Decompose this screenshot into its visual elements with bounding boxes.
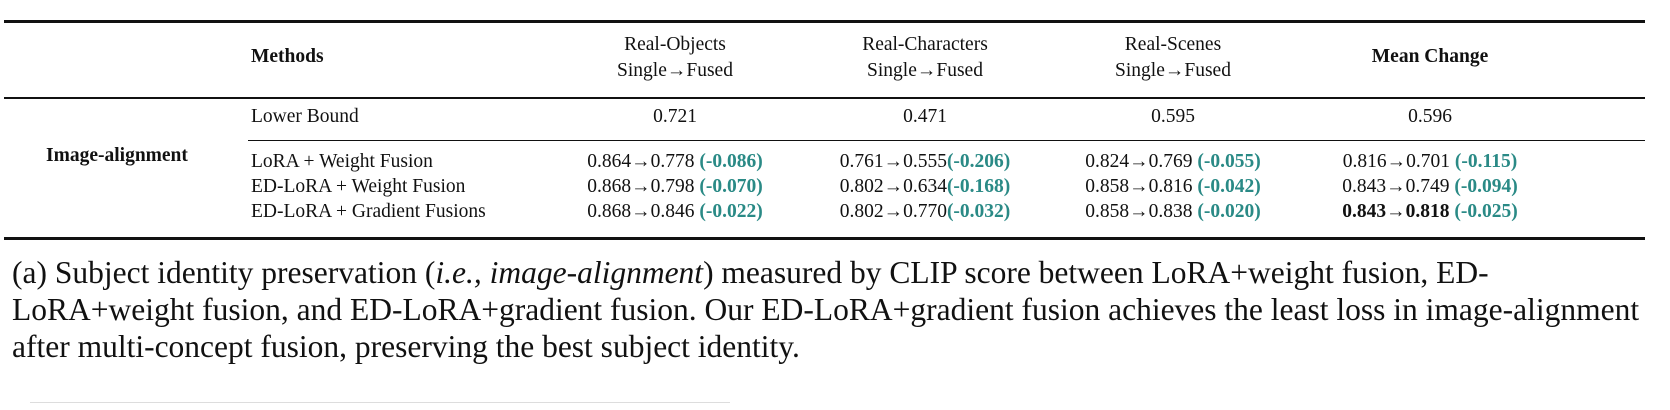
table-bottom-rule <box>4 237 1645 240</box>
single-score: 0.858 <box>1085 201 1130 222</box>
single-score: 0.868 <box>587 176 632 197</box>
delta-change: (-0.032) <box>946 201 1011 222</box>
header-mean-change: Mean Change <box>1371 46 1489 67</box>
fused-score: 0.816 <box>1148 176 1193 197</box>
row-objects-value: 0.868→0.846 (-0.022) <box>570 199 780 225</box>
single-score: 0.802 <box>839 201 884 222</box>
single-score: 0.868 <box>587 201 632 222</box>
lower-bound-mean: 0.596 <box>1408 106 1452 127</box>
header-real-objects-sub: Single→Fused <box>617 60 733 81</box>
table-top-rule <box>4 20 1645 23</box>
arrow-symbol: → <box>1129 176 1149 197</box>
header-real-scenes-sub: Single→Fused <box>1115 60 1231 81</box>
arrow-symbol: → <box>1386 176 1406 197</box>
row-mean-value: 0.843→0.818 (-0.025) <box>1320 199 1540 225</box>
arrow-symbol: → <box>1386 151 1407 172</box>
lower-bound-scenes: 0.595 <box>1151 106 1195 127</box>
single-score: 0.864 <box>587 151 632 172</box>
delta-change: (-0.115) <box>1454 151 1518 172</box>
delta-change: (-0.094) <box>1454 176 1518 197</box>
row-mean-value: 0.843→0.749 (-0.094) <box>1320 174 1540 200</box>
single-score: 0.843 <box>1342 176 1387 197</box>
single-score: 0.816 <box>1342 151 1387 172</box>
delta-change: (-0.086) <box>699 151 763 172</box>
delta-change: (-0.042) <box>1197 176 1261 197</box>
fused-score: 0.846 <box>650 201 695 222</box>
caption-italic: i.e., image-alignment <box>435 255 704 290</box>
delta-change: (-0.025) <box>1454 201 1518 222</box>
header-real-characters-sub: Single→Fused <box>867 60 983 81</box>
header-methods: Methods <box>251 46 324 67</box>
header-real-characters-title: Real-Characters <box>862 34 988 55</box>
single-score: 0.843 <box>1342 201 1387 222</box>
header-real-characters: Real-Characters Single→Fused <box>815 32 1035 84</box>
arrow-symbol: → <box>631 176 651 197</box>
row-mean-value: 0.816→0.701 (-0.115) <box>1320 149 1540 175</box>
fused-score: 0.838 <box>1148 201 1193 222</box>
arrow-symbol: → <box>883 201 904 222</box>
row-scenes-value: 0.858→0.816 (-0.042) <box>1068 174 1278 200</box>
group-label-image-alignment: Image-alignment <box>46 145 188 166</box>
caption-rest: ) measured by CLIP score between LoRA+we… <box>12 255 1640 364</box>
fused-score: 0.778 <box>650 151 695 172</box>
row-characters-value: 0.802→0.770(-0.032) <box>815 199 1035 225</box>
row-method-label: ED-LoRA + Weight Fusion <box>251 176 466 197</box>
fused-score: 0.749 <box>1405 176 1450 197</box>
header-real-objects-title: Real-Objects <box>624 34 726 55</box>
row-scenes-value: 0.858→0.838 (-0.020) <box>1068 199 1278 225</box>
lower-bound-label: Lower Bound <box>251 106 359 127</box>
fused-score: 0.769 <box>1148 151 1193 172</box>
fused-score: 0.770 <box>903 201 947 222</box>
arrow-symbol: → <box>883 176 904 197</box>
single-score: 0.824 <box>1085 151 1130 172</box>
fused-score: 0.701 <box>1406 151 1451 172</box>
fused-score: 0.555 <box>903 151 947 172</box>
delta-change: (-0.020) <box>1197 201 1261 222</box>
delta-change: (-0.022) <box>699 201 763 222</box>
arrow-symbol: → <box>631 151 651 172</box>
caption-prefix: (a) Subject identity preservation ( <box>12 255 436 290</box>
delta-change: (-0.055) <box>1197 151 1261 172</box>
single-score: 0.858 <box>1085 176 1130 197</box>
delta-change: (-0.168) <box>946 176 1011 197</box>
header-real-objects: Real-Objects Single→Fused <box>570 32 780 84</box>
table-subgroup-rule <box>248 140 1645 142</box>
fused-score: 0.798 <box>650 176 695 197</box>
table-header-rule <box>4 97 1645 99</box>
lower-bound-characters: 0.471 <box>903 106 947 127</box>
delta-change: (-0.206) <box>946 151 1011 172</box>
lower-bound-objects: 0.721 <box>653 106 697 127</box>
row-method-label: ED-LoRA + Gradient Fusions <box>251 201 486 222</box>
fused-score: 0.634 <box>903 176 947 197</box>
row-objects-value: 0.864→0.778 (-0.086) <box>570 149 780 175</box>
row-scenes-value: 0.824→0.769 (-0.055) <box>1068 149 1278 175</box>
arrow-symbol: → <box>1386 201 1406 222</box>
header-real-scenes: Real-Scenes Single→Fused <box>1068 32 1278 84</box>
next-figure-edge <box>30 402 730 403</box>
delta-change: (-0.070) <box>699 176 763 197</box>
single-score: 0.761 <box>839 151 884 172</box>
single-score: 0.802 <box>839 176 884 197</box>
row-characters-value: 0.761→0.555(-0.206) <box>815 149 1035 175</box>
table-caption: (a) Subject identity preservation (i.e.,… <box>12 254 1652 365</box>
row-characters-value: 0.802→0.634(-0.168) <box>815 174 1035 200</box>
row-method-label: LoRA + Weight Fusion <box>251 151 433 172</box>
arrow-symbol: → <box>883 151 904 172</box>
fused-score: 0.818 <box>1405 201 1450 222</box>
arrow-symbol: → <box>1129 151 1149 172</box>
row-objects-value: 0.868→0.798 (-0.070) <box>570 174 780 200</box>
arrow-symbol: → <box>1129 201 1149 222</box>
arrow-symbol: → <box>631 201 651 222</box>
header-real-scenes-title: Real-Scenes <box>1124 34 1222 55</box>
